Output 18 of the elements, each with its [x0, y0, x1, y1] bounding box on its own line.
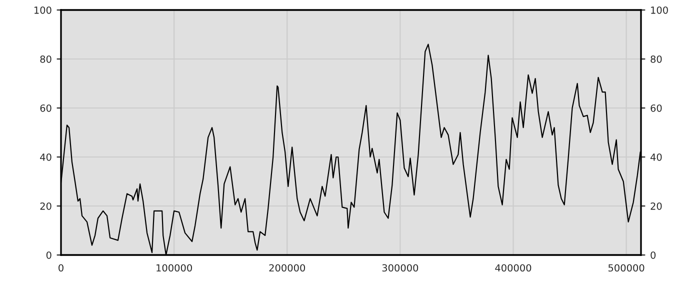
y2-tick-label: 20 [650, 202, 662, 210]
y-tick-label: 60 [40, 104, 52, 112]
y2-tick-label: 60 [650, 104, 662, 112]
y2-tick-label: 0 [650, 251, 656, 259]
y2-tick-label: 40 [650, 153, 662, 161]
x-tick-label: 300000 [382, 264, 418, 272]
y2-tick-label: 100 [651, 6, 668, 14]
y-tick-label: 80 [40, 55, 52, 63]
y-tick-label: 0 [46, 251, 52, 259]
y2-tick-label: 80 [650, 55, 662, 63]
x-tick-label: 400000 [495, 264, 532, 272]
x-tick-label: 500000 [608, 264, 644, 272]
y-tick-label: 40 [40, 153, 52, 161]
y-tick-label: 20 [40, 202, 52, 210]
x-tick-label: 0 [58, 264, 64, 272]
x-tick-label: 200000 [269, 264, 306, 272]
x-tick-label: 100000 [156, 264, 192, 272]
y-tick-label: 100 [34, 6, 52, 14]
